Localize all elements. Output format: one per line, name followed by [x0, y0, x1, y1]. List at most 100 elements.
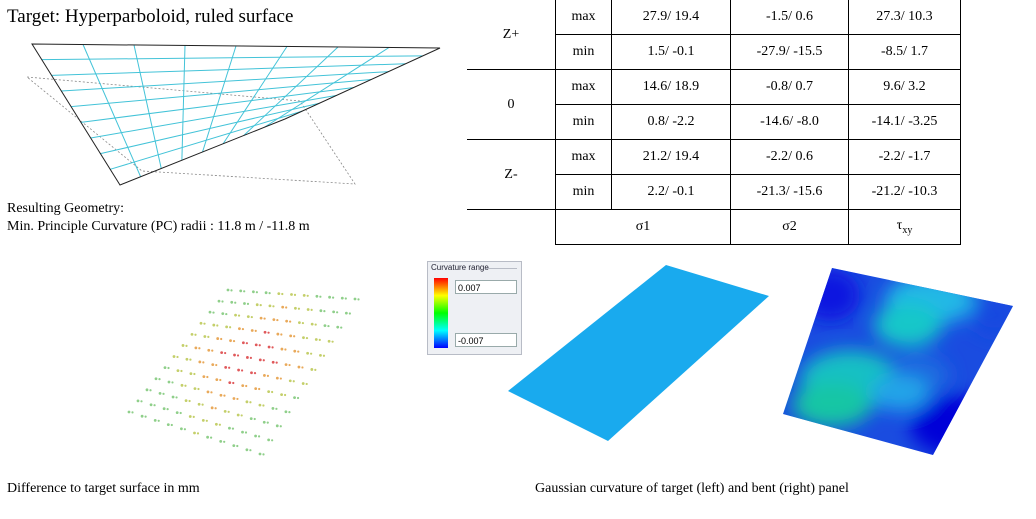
difference-point [271, 390, 274, 394]
difference-point [167, 380, 171, 384]
sigma2-cell: -21.3/ -15.6 [730, 174, 849, 210]
sigma1-cell: 2.2/ -0.1 [611, 174, 731, 210]
curvature-legend: Curvature range 0.007 -0.007 [427, 261, 522, 355]
difference-point [328, 295, 331, 299]
tauxy-cell: -21.2/ -10.3 [848, 174, 961, 210]
difference-point [301, 366, 304, 369]
difference-point [237, 314, 241, 317]
stat-type-cell: max [555, 139, 612, 175]
difference-point [272, 305, 275, 308]
bent-panel [783, 268, 1013, 455]
difference-point [254, 329, 257, 332]
difference-point [166, 423, 170, 426]
difference-point [196, 432, 200, 435]
difference-point [254, 343, 258, 347]
difference-point [224, 365, 228, 369]
difference-point [221, 300, 224, 303]
difference-point [223, 440, 226, 443]
difference-point [246, 315, 250, 319]
difference-point [322, 354, 326, 357]
difference-point [189, 372, 193, 376]
difference-point [306, 308, 310, 311]
difference-point [262, 359, 265, 362]
difference-point [228, 366, 231, 369]
difference-point [176, 355, 179, 359]
difference-point [149, 389, 152, 392]
difference-point [199, 321, 203, 325]
difference-point [236, 397, 239, 401]
difference-point [319, 309, 323, 313]
difference-point [198, 360, 202, 364]
curvature-caption: Gaussian curvature of target (left) and … [535, 481, 849, 496]
difference-point [344, 311, 348, 315]
difference-point [239, 289, 243, 293]
difference-point [194, 333, 197, 336]
difference-point [332, 310, 336, 314]
legend-min-field[interactable]: -0.007 [455, 333, 517, 347]
grid-line [222, 46, 288, 145]
difference-point [216, 337, 220, 340]
difference-point [297, 365, 301, 369]
difference-point [293, 335, 296, 338]
difference-point [153, 404, 156, 407]
difference-point [245, 342, 248, 345]
difference-point [232, 381, 235, 385]
difference-point [206, 375, 209, 379]
difference-point [241, 341, 245, 345]
difference-point [219, 378, 222, 382]
difference-point [271, 346, 274, 349]
difference-point [284, 363, 288, 367]
difference-point [327, 324, 330, 328]
difference-point [211, 349, 214, 352]
difference-point [241, 384, 245, 388]
difference-point [263, 330, 267, 334]
tau-subscript: xy [902, 224, 913, 236]
difference-point [357, 298, 360, 301]
sigma1-cell: 21.2/ 19.4 [611, 139, 731, 175]
difference-point [190, 332, 194, 336]
grid-line [61, 71, 389, 92]
legend-title: Curvature range [431, 263, 489, 272]
difference-point [245, 384, 248, 388]
difference-point [127, 410, 131, 414]
difference-point [290, 293, 293, 296]
difference-point [323, 324, 327, 328]
difference-point [205, 419, 208, 422]
difference-point [327, 339, 331, 343]
difference-point [228, 381, 232, 385]
sigma2-cell: -14.6/ -8.0 [730, 104, 849, 140]
difference-point [202, 375, 206, 379]
difference-point [162, 407, 166, 411]
difference-point [266, 421, 269, 424]
difference-point [288, 379, 292, 383]
result-heading: Resulting Geometry: [7, 201, 125, 216]
difference-point [253, 417, 256, 421]
difference-point [184, 399, 188, 403]
grid-line [51, 63, 406, 76]
difference-point [281, 305, 285, 309]
difference-point [253, 372, 257, 375]
difference-point [206, 435, 209, 439]
legend-max-field[interactable]: 0.007 [455, 280, 517, 294]
grid-line [90, 94, 337, 139]
difference-point [284, 410, 288, 414]
difference-point [229, 326, 232, 329]
difference-point [280, 347, 284, 351]
difference-point [340, 326, 343, 329]
difference-point [288, 363, 291, 367]
difference-point [153, 419, 157, 422]
difference-point [210, 436, 213, 439]
sigma1-cell: 1.5/ -0.1 [611, 34, 731, 70]
difference-labels [127, 288, 360, 456]
difference-point [297, 350, 300, 353]
target-panel-curvature [508, 265, 769, 441]
difference-point [216, 324, 219, 327]
tauxy-cell: -2.2/ -1.7 [848, 139, 961, 175]
difference-point [331, 340, 334, 343]
difference-point [245, 448, 249, 452]
stat-type-cell: max [555, 69, 612, 105]
tauxy-cell: 27.3/ 10.3 [848, 0, 961, 35]
difference-point [218, 423, 221, 426]
difference-point [203, 322, 206, 325]
difference-point [302, 336, 305, 340]
